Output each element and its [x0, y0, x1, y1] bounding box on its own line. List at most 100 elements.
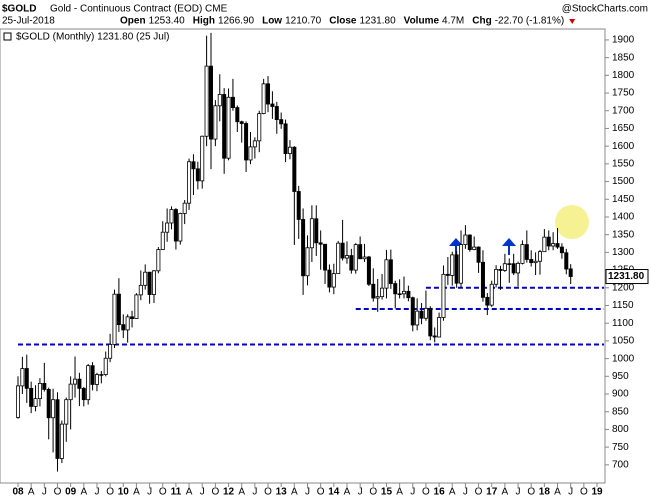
x-tick-label: 11 [171, 487, 182, 498]
candle-body [415, 310, 420, 326]
candle-body [362, 256, 367, 260]
candle-body [318, 242, 323, 245]
candle-body [222, 94, 227, 159]
candle-body [529, 259, 534, 264]
y-tick-label: 1800 [612, 70, 635, 81]
x-tick-label: O [159, 487, 167, 498]
down-marker [569, 19, 576, 24]
candle-body [336, 242, 341, 275]
stat-label: High [193, 16, 215, 27]
candle-body [524, 244, 529, 260]
candle-body [507, 263, 512, 265]
candle-body [143, 271, 148, 286]
candle-body [191, 161, 196, 170]
candle-body [283, 123, 288, 154]
candle-body [204, 65, 209, 137]
x-tick-label: A [186, 487, 193, 498]
candle-body [292, 146, 297, 192]
stat-label: Chg [472, 16, 491, 27]
x-tick-label: 13 [276, 487, 288, 498]
candle-body [489, 283, 494, 306]
candle-body [450, 254, 455, 276]
candle-body [156, 249, 161, 272]
candle-body [296, 191, 301, 220]
candle-body [472, 246, 477, 250]
x-tick-label: A [502, 487, 509, 498]
instrument-name: Gold - Continuous Contract (EOD) CME [50, 4, 228, 15]
candle-body [230, 96, 235, 108]
plot-frame [0, 28, 606, 484]
candle-body [445, 273, 450, 276]
stat-label: Open [120, 16, 146, 27]
x-tick-label: J [42, 487, 47, 498]
x-tick-label: O [580, 487, 588, 498]
candle-body [217, 94, 222, 107]
y-tick-label: 1150 [612, 300, 634, 311]
candle-body [169, 209, 174, 224]
candle-body [279, 119, 284, 125]
candle-body [134, 294, 139, 319]
y-tick-label: 1850 [612, 52, 635, 63]
y-tick-label: 1200 [612, 282, 635, 293]
candle-body [309, 218, 314, 249]
stat-label: Volume [404, 16, 440, 27]
x-tick-label: A [238, 487, 245, 498]
y-tick-label: 1700 [612, 105, 635, 116]
x-tick-label: A [396, 487, 403, 498]
candle-body [393, 283, 398, 295]
candle-body [121, 324, 126, 331]
y-tick-label: 900 [612, 389, 629, 400]
candle-body [46, 389, 51, 419]
candle-body [15, 385, 20, 418]
x-tick-label: O [317, 487, 325, 498]
candle-body [195, 168, 200, 182]
candle-body [213, 105, 218, 140]
candle-body [33, 398, 38, 407]
candle-body [90, 365, 95, 385]
x-tick-label: O [264, 487, 272, 498]
legend: $GOLD (Monthly) 1231.80 (25 Jul) [16, 32, 169, 43]
candle-body [327, 269, 332, 288]
candle-body [568, 268, 573, 277]
candle-body [520, 244, 525, 264]
x-tick-label: 09 [65, 487, 77, 498]
y-tick-label: 1600 [612, 141, 635, 152]
candle-body [366, 256, 371, 285]
candle-body [380, 287, 385, 298]
x-tick-label: J [94, 487, 99, 498]
candle-body [94, 374, 99, 385]
x-tick-label: A [344, 487, 351, 498]
y-tick-label: 1500 [612, 176, 635, 187]
x-tick-label: J [252, 487, 257, 498]
candle-body [266, 83, 271, 105]
x-tick-label: 18 [539, 487, 551, 498]
highlight [555, 205, 589, 239]
candle-body [187, 161, 192, 204]
x-tick-label: A [291, 487, 298, 498]
candle-body [564, 252, 569, 270]
candle-body [244, 123, 249, 161]
candle-body [20, 368, 25, 387]
candle-body [467, 234, 472, 250]
candle-body [331, 273, 336, 288]
watermark: @StockCharts.com [562, 4, 648, 15]
stats: Open 1253.40 High 1266.90 Low 1210.70 Close 123… [120, 16, 576, 27]
y-tick-label: 1750 [612, 88, 635, 99]
candle-body [182, 202, 187, 214]
candle-body [51, 399, 56, 419]
y-tick-label: 1300 [612, 247, 635, 258]
candle-body [173, 209, 178, 242]
x-tick-label: O [211, 487, 219, 498]
x-tick-label: A [449, 487, 456, 498]
y-tick-label: 700 [612, 459, 629, 470]
candle-body [375, 296, 380, 299]
candle-body [494, 268, 499, 285]
candle-body [401, 290, 406, 295]
x-tick-label: 10 [118, 487, 130, 498]
stat-value: 1231.80 [359, 16, 396, 27]
candle-body [533, 260, 538, 264]
candle-body [29, 387, 34, 407]
candle-body [68, 383, 73, 401]
candle-body [226, 96, 231, 159]
candle-body [441, 273, 446, 318]
